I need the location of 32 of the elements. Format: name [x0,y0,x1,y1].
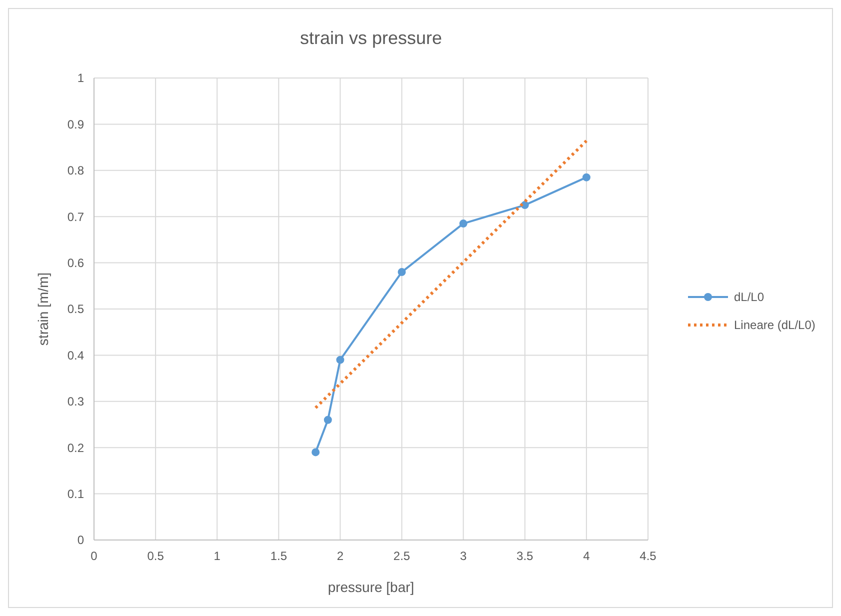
point [336,356,344,364]
point [324,416,332,424]
x-tick-label: 0.5 [147,549,164,563]
y-tick-label: 0.9 [67,117,84,132]
x-axis-title: pressure [bar] [328,579,414,595]
point [582,173,590,182]
y-tick-label: 0.2 [67,440,84,455]
x-tick-label: 4.5 [640,549,657,563]
x-tick-label: 3 [460,549,467,563]
legend-label: dL/L0 [734,290,764,304]
y-tick-label: 0.8 [67,164,84,178]
x-tick-label: 2.5 [393,549,410,563]
x-tick-label: 2 [336,549,344,563]
point [459,220,468,228]
x-tick-label: 1.5 [270,549,288,563]
y-tick-label: 0 [77,533,84,548]
y-tick-label: 0.1 [67,487,84,501]
y-tick-label: 0.6 [67,256,84,270]
y-tick-label: 0.4 [67,348,84,362]
y-tick-label: 1 [77,71,84,86]
legend-label: Lineare (dL/L0) [734,318,816,332]
y-tick-label: 0.7 [67,210,84,224]
y-tick-label: 0.5 [67,302,84,316]
x-tick-label: 4 [583,549,590,563]
chart-title: strain vs pressure [300,28,442,48]
y-axis-title: strain [m/m] [35,272,51,346]
x-tick-label: 3.5 [516,549,534,563]
point [398,268,406,276]
x-tick-label: 0 [90,549,98,563]
point [312,448,320,456]
y-tick-label: 0.3 [67,394,84,409]
x-tick-label: 1 [214,549,221,563]
